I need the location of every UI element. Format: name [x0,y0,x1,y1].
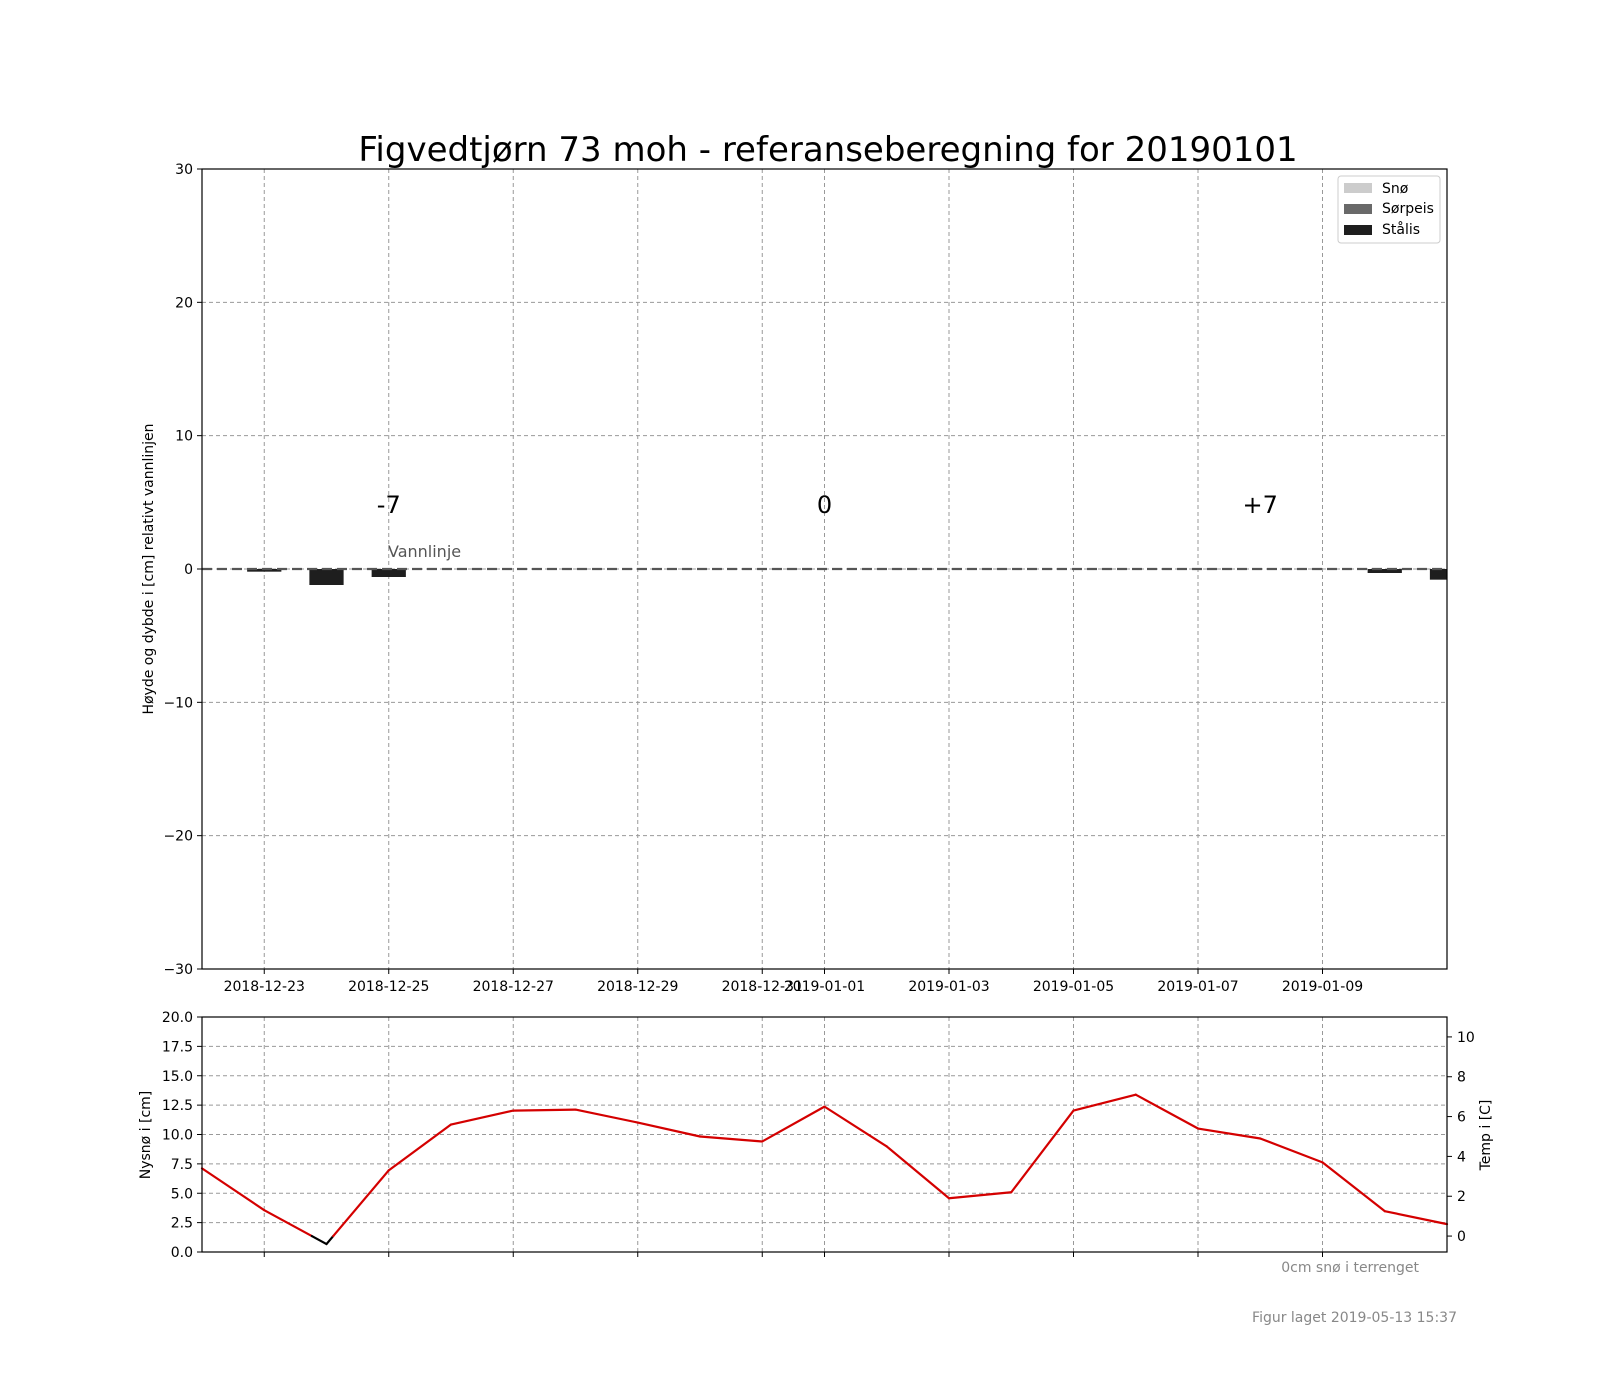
sub-ytick-label: 2.5 [171,1216,193,1232]
temperature-segment [1134,1093,1200,1130]
sub-ytick-label: 15.0 [162,1069,193,1085]
temperature-segment [823,1105,888,1148]
temperature-segment [1196,1127,1262,1140]
temperature-segment [636,1121,702,1138]
bar-stålis [247,569,282,572]
main-xtick-label: 2018-12-25 [348,979,429,995]
main-xtick-label: 2018-12-29 [597,979,678,995]
day-markers: -7 0 +7 [377,491,1278,519]
temperature-segment [698,1135,764,1143]
temperature-line [200,1093,1449,1246]
snow-terrain-note: 0cm snø i terrenget [1281,1260,1419,1276]
temperature-segment [885,1145,951,1200]
main-xtick-label: 2018-12-27 [473,979,554,995]
main-plot: Vannlinje -7 0 +7 −30 −20 −10 0 10 20 30 2018-12… [141,162,1448,995]
legend-swatch-sorpeis [1344,204,1372,214]
sub-y2tick-label: 6 [1457,1110,1466,1126]
main-y-axis-label: Høyde og dybde i [cm] relativt vannlinje… [141,423,157,714]
day-marker-label: 0 [817,491,832,519]
sub-y2tick-label: 0 [1457,1229,1466,1245]
temperature-segment [1383,1210,1449,1226]
main-bars [247,569,1447,585]
figure-created-note: Figur laget 2019-05-13 15:37 [1252,1310,1457,1326]
main-ytick-label: 20 [175,295,193,311]
sub-ytick-label: 0.0 [171,1245,193,1261]
temperature-segment [332,1169,390,1238]
temperature-segment [263,1209,313,1238]
temperature-segment [947,1191,1013,1200]
main-xtick-label: 2018-12-23 [224,979,305,995]
sub-ytick-label: 7.5 [171,1157,193,1173]
main-y-axis-ticks: −30 −20 −10 0 10 20 30 [163,162,202,978]
legend-label-sno: Snø [1382,181,1409,197]
temperature-segment [574,1108,639,1124]
temperature-segment [200,1167,266,1212]
chart-title: Figvedtjørn 73 moh - referanseberegning … [358,130,1297,170]
temperature-segment [325,1234,335,1246]
bar-stålis [371,569,406,577]
bar-stålis [1429,569,1447,580]
day-marker-label: +7 [1243,491,1278,519]
sub-gridlines [202,1016,1447,1253]
sub-ytick-label: 10.0 [162,1128,193,1144]
day-marker-label: -7 [377,491,401,519]
sub-y-axis-ticks: 0.0 2.5 5.0 7.5 10.0 12.5 15.0 17.5 20.0 [162,1010,202,1261]
legend: Snø Sørpeis Stålis [1337,175,1441,244]
temperature-segment [1072,1093,1137,1112]
main-ytick-label: 30 [175,162,193,178]
waterline-label: Vannlinje [388,542,461,561]
main-x-axis-ticks: 2018-12-23 2018-12-25 2018-12-27 2018-12-29… [224,969,1363,995]
legend-label-stalis: Stålis [1382,221,1420,238]
temperature-segment [1010,1109,1075,1194]
main-xtick-label: 2019-01-05 [1033,979,1114,995]
sub-y2-axis-ticks: 0 2 4 6 8 10 [1447,1030,1475,1245]
main-ytick-label: 10 [175,429,193,445]
sub-ytick-label: 20.0 [162,1010,193,1026]
sub-y2tick-label: 8 [1457,1070,1466,1086]
main-ytick-label: 0 [184,562,193,578]
bar-stålis [309,569,344,585]
main-ytick-label: −30 [163,962,193,978]
temperature-segment [1321,1161,1386,1213]
sub-plot: 0.0 2.5 5.0 7.5 10.0 12.5 15.0 17.5 20.0 0 2 4 6 8 10… [138,1010,1494,1276]
sub-y2tick-label: 2 [1457,1189,1466,1205]
main-xtick-label: 2019-01-03 [908,979,989,995]
main-xtick-label: 2019-01-07 [1157,979,1238,995]
sub-ytick-label: 17.5 [162,1039,193,1055]
temperature-segment [512,1108,577,1112]
sub-y2tick-label: 10 [1457,1030,1475,1046]
main-xtick-label: 2019-01-09 [1282,979,1363,995]
temperature-segment [761,1105,826,1143]
main-xtick-label: 2018-12-31 [722,979,803,995]
sub-y-axis-label: Nysnø i [cm] [138,1091,154,1180]
bar-stålis [1367,569,1402,573]
sub-ytick-label: 5.0 [171,1186,193,1202]
temperature-segment [449,1109,515,1126]
sub-x-axis-ticks [263,1252,1323,1257]
legend-label-sorpeis: Sørpeis [1382,201,1434,217]
temperature-segment [310,1234,328,1246]
main-ytick-label: −20 [163,829,193,845]
sub-y2-axis-label: Temp i [C] [1478,1100,1494,1172]
temperature-segment [1259,1137,1324,1164]
main-ytick-label: −10 [163,695,193,711]
legend-swatch-sno [1344,183,1372,193]
main-xtick-label: 2019-01-01 [784,979,865,995]
temperature-segment [387,1123,453,1172]
legend-swatch-stalis [1344,225,1372,235]
sub-y2tick-label: 4 [1457,1149,1466,1165]
sub-ytick-label: 12.5 [162,1098,193,1114]
